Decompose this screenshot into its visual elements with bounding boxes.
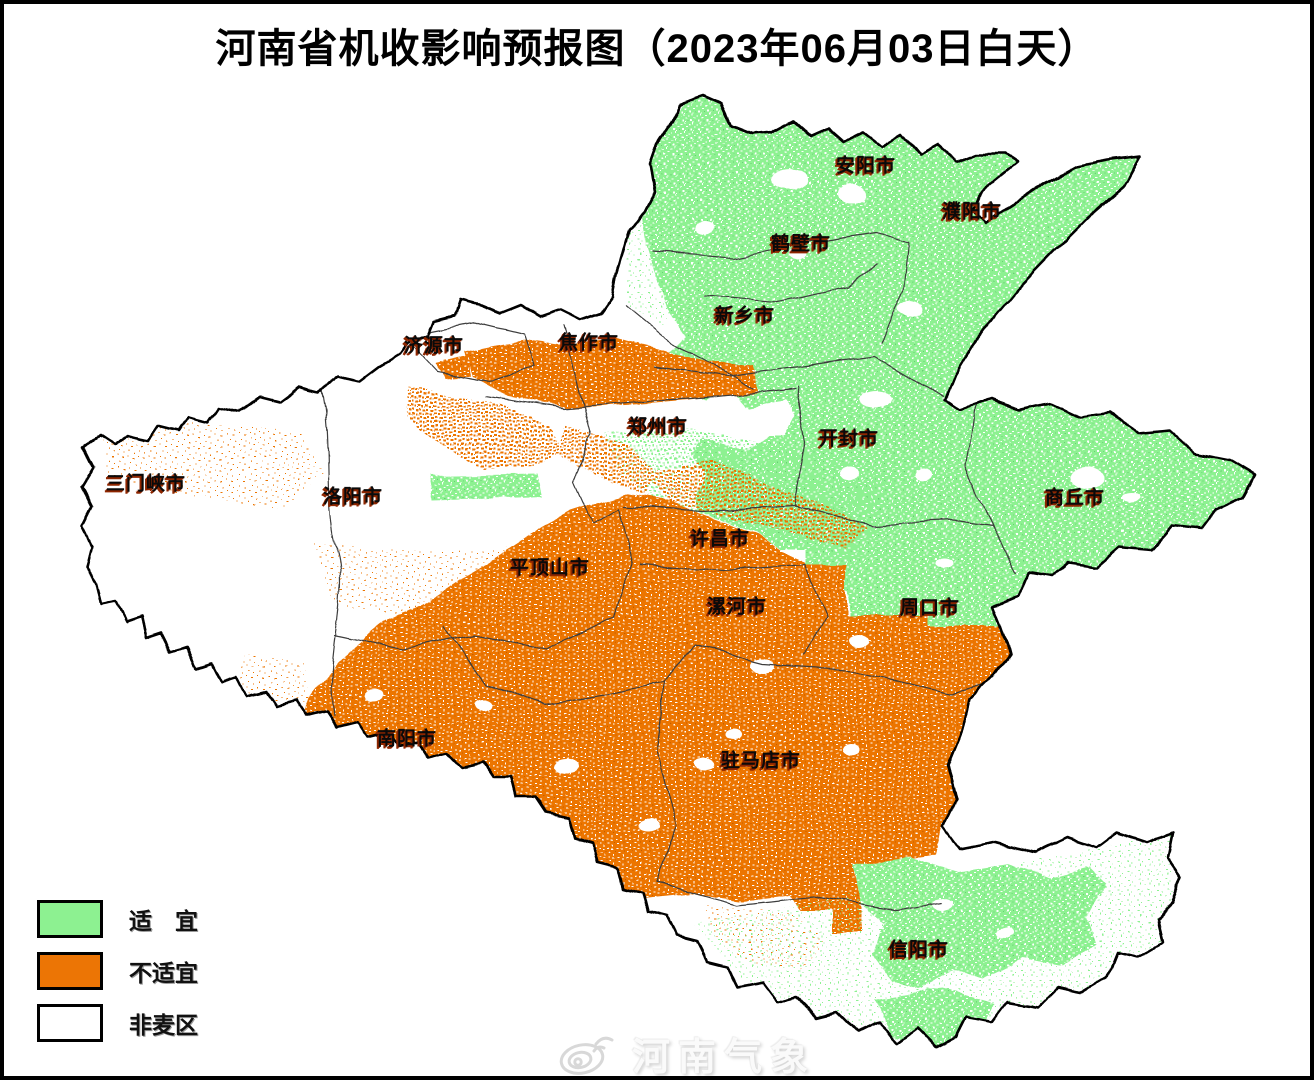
- legend-item-suitable: 适 宜: [37, 899, 198, 939]
- city-label: 商丘市: [1044, 487, 1106, 509]
- map-legend: 适 宜 不适宜 非麦区: [37, 899, 198, 1055]
- city-label: 信阳市: [888, 939, 950, 961]
- watermark-text: 河南气象: [632, 1037, 817, 1079]
- city-label: 许昌市: [689, 528, 751, 550]
- region-green-strip: [429, 474, 544, 500]
- city-label: 焦作市: [558, 332, 620, 354]
- city-label: 安阳市: [835, 155, 897, 177]
- legend-swatch-nonwheat: [37, 1004, 103, 1042]
- map-geometry: [80, 94, 1257, 1049]
- legend-label-unsuitable: 不适宜: [129, 960, 198, 986]
- region-orange-band-east: [644, 459, 866, 549]
- city-label: 三门峡市: [105, 473, 187, 495]
- province-outline: [80, 94, 1257, 1049]
- legend-swatch-suitable: [37, 900, 103, 938]
- region-suitable-xinyang: [852, 857, 1107, 990]
- city-label: 济源市: [403, 335, 465, 357]
- city-label: 周口市: [899, 597, 961, 619]
- city-label: 郑州市: [627, 416, 689, 438]
- region-unsuitable-jiaozuo: [466, 338, 756, 408]
- legend-label-nonwheat: 非麦区: [129, 1012, 198, 1038]
- legend-item-unsuitable: 不适宜: [37, 951, 198, 991]
- watermark: 河南气象: [556, 1026, 817, 1079]
- city-label: 驻马店市: [720, 750, 802, 772]
- city-label: 鹤壁市: [770, 233, 832, 255]
- city-label: 洛阳市: [322, 486, 384, 508]
- region-unsuitable-jiaozuo-tail: [434, 356, 472, 378]
- page-title: 河南省机收影响预报图（2023年06月03日白天）: [215, 27, 1099, 71]
- city-label: 濮阳市: [941, 201, 1003, 223]
- legend-label-suitable: 适 宜: [129, 908, 198, 934]
- white-holes: [365, 169, 1140, 939]
- city-label: 新乡市: [714, 305, 776, 327]
- legend-item-nonwheat: 非麦区: [37, 1003, 198, 1043]
- city-label: 南阳市: [376, 728, 438, 750]
- region-orange-luoyang-n: [406, 386, 564, 469]
- city-label: 平顶山市: [509, 557, 591, 579]
- henan-province-map: [80, 94, 1257, 1049]
- legend-swatch-unsuitable: [37, 952, 103, 990]
- region-orange-luoyang-e: [556, 424, 659, 496]
- city-label: 漯河市: [706, 596, 768, 618]
- city-boundaries: [321, 231, 1017, 911]
- city-label: 开封市: [818, 428, 880, 450]
- weibo-icon: [559, 1036, 614, 1075]
